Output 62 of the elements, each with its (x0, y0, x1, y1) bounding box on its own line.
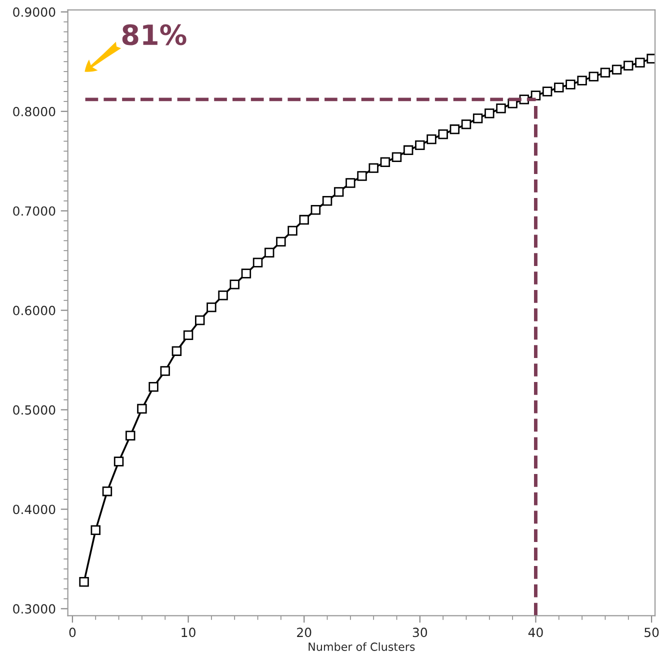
point (496, 104, 506, 114)
point (102, 486, 112, 496)
point (252, 258, 263, 268)
y-tick-label: 0.4000 (13, 504, 56, 514)
point (79, 576, 89, 587)
point (346, 178, 356, 188)
point (577, 76, 587, 86)
point (241, 268, 252, 278)
point (472, 113, 483, 124)
point (148, 382, 158, 392)
x-tick-label: 50 (644, 628, 659, 638)
x-axis-title: Number of Clusters (308, 642, 415, 651)
point (566, 80, 576, 90)
point (612, 64, 622, 74)
point (484, 108, 494, 118)
point (126, 430, 136, 440)
point (357, 171, 367, 181)
point (646, 54, 656, 64)
point (288, 226, 298, 236)
point (276, 236, 286, 247)
point (380, 157, 390, 167)
point (183, 330, 194, 340)
point (542, 86, 552, 96)
y-tick-label: 0.7000 (13, 206, 56, 216)
point (334, 187, 344, 197)
point (426, 134, 436, 144)
annotation: 81% (122, 24, 186, 46)
point (635, 58, 645, 68)
x-tick-label: 40 (528, 628, 543, 638)
point (310, 204, 321, 215)
y-tick-label: 0.3000 (13, 604, 56, 614)
point (392, 152, 402, 162)
point (415, 140, 425, 150)
x-tick-label: 30 (412, 628, 428, 638)
x-tick-label: 10 (182, 628, 196, 638)
y-tick-label: 0.8000 (13, 106, 56, 116)
y-tick-label: 0.9000 (13, 7, 56, 17)
point (206, 302, 216, 312)
point (600, 68, 610, 78)
y-tick-label: 0.5000 (13, 405, 56, 415)
point (322, 196, 332, 206)
point (368, 163, 378, 173)
point (218, 290, 228, 300)
point (588, 72, 599, 82)
point (450, 124, 460, 134)
x-tick-label: 0 (69, 628, 76, 638)
point (264, 248, 274, 258)
y-tick-label: 0.6000 (13, 306, 56, 316)
point (299, 214, 309, 225)
point (461, 119, 472, 130)
x-tick-label: 20 (297, 628, 312, 638)
point (230, 280, 240, 290)
point (114, 456, 124, 466)
point (554, 82, 564, 92)
point (90, 525, 100, 535)
point (624, 60, 634, 70)
point (403, 145, 414, 156)
point (438, 129, 448, 140)
point (195, 315, 205, 326)
point (172, 346, 182, 356)
point (137, 404, 147, 414)
point (160, 366, 170, 376)
